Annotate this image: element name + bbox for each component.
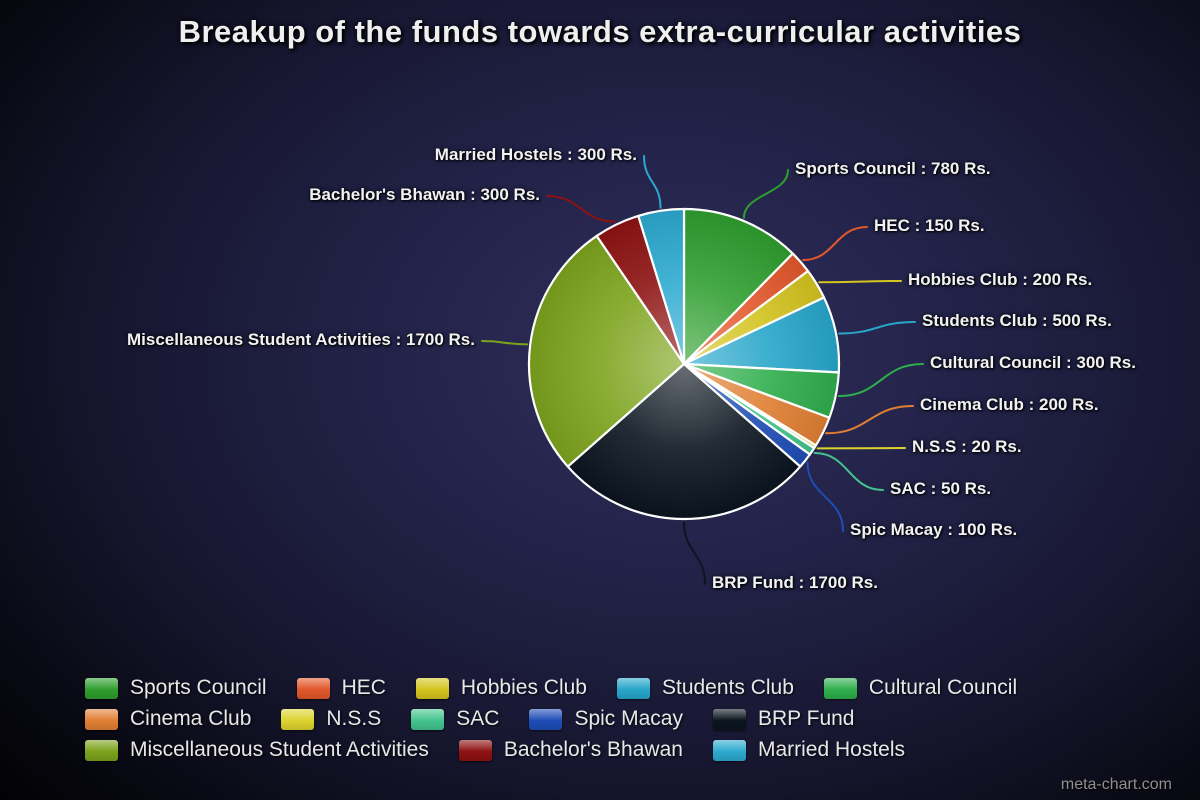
slice-callout: Spic Macay : 100 Rs.: [850, 520, 1018, 539]
slice-callout: HEC : 150 Rs.: [874, 216, 985, 235]
legend-label: Bachelor's Bhawan: [503, 738, 683, 761]
chart-legend: Sports Council HEC Hobbies Club Students Cl…: [85, 676, 1165, 769]
slice-callout: Miscellaneous Student Activities : 1700 …: [127, 330, 475, 349]
pie-slice-sports-council: [682, 207, 794, 366]
legend-label: Married Hostels: [757, 738, 905, 761]
legend-swatch: [712, 739, 746, 761]
slice-callout: N.S.S : 20 Rs.: [912, 437, 1022, 456]
legend-label: Students Club: [661, 676, 794, 699]
legend-swatch: [281, 708, 315, 730]
legend-item: SAC: [411, 707, 499, 731]
legend-swatch: [296, 677, 330, 699]
legend-item: Miscellaneous Student Activities: [85, 738, 429, 762]
pie-slices-group: [527, 207, 841, 521]
chart-title: Breakup of the funds towards extra-curri…: [178, 14, 1022, 49]
legend-item: Cultural Council: [823, 676, 1018, 700]
watermark: meta-chart.com: [1060, 776, 1172, 793]
slice-callout: Bachelor's Bhawan : 300 Rs.: [309, 185, 540, 204]
callout-line: [643, 155, 662, 209]
legend-label: SAC: [456, 707, 500, 730]
callout-lines-group: [481, 155, 924, 585]
legend-swatch: [415, 677, 449, 699]
legend-label: HEC: [341, 676, 386, 699]
legend-label: N.S.S: [326, 707, 382, 730]
legend-swatch: [529, 708, 563, 730]
slice-callout: Cultural Council : 300 Rs.: [930, 353, 1136, 372]
legend-swatch: [712, 708, 746, 730]
slice-callout: Cinema Club : 200 Rs.: [920, 395, 1099, 414]
legend-swatch: [616, 677, 650, 699]
legend-label: Cultural Council: [868, 676, 1018, 699]
legend-swatch: [823, 677, 857, 699]
legend-item: N.S.S: [281, 707, 381, 731]
callout-line: [481, 340, 529, 346]
callout-line: [806, 461, 844, 532]
slice-callout: Married Hostels : 300 Rs.: [434, 145, 637, 164]
legend-swatch: [411, 708, 445, 730]
callout-line: [838, 321, 916, 335]
legend-item: Married Hostels: [712, 738, 905, 762]
callout-line: [802, 226, 868, 261]
legend-item: BRP Fund: [712, 707, 855, 731]
legend-item: HEC: [296, 676, 386, 700]
slice-callout: SAC : 50 Rs.: [890, 479, 992, 498]
legend-swatch: [85, 708, 118, 730]
legend-item: Sports Council: [85, 676, 267, 700]
callout-line: [818, 280, 902, 284]
legend-swatch: [85, 677, 118, 699]
legend-item: Hobbies Club: [415, 676, 587, 700]
legend-label: Miscellaneous Student Activities: [130, 738, 429, 761]
callout-line: [742, 169, 789, 219]
callout-line: [546, 195, 617, 223]
pie-slice-miscellaneous-student-activities: [527, 234, 686, 468]
legend-label: Spic Macay: [574, 707, 683, 730]
legend-row: Miscellaneous Student Activities Bachelor…: [85, 738, 1165, 762]
legend-item: Students Club: [616, 676, 794, 700]
legend-swatch: [85, 739, 118, 761]
legend-swatch: [458, 739, 492, 761]
legend-label: Cinema Club: [130, 707, 252, 730]
legend-row: Sports Council HEC Hobbies Club Students Cl…: [85, 676, 1165, 700]
pie-slice-brp-fund: [566, 362, 802, 521]
legend-label: Hobbies Club: [460, 676, 587, 699]
slice-callout: BRP Fund : 1700 Rs.: [712, 573, 878, 592]
callout-line: [813, 452, 884, 491]
pie-slice-married-hostels: [637, 207, 686, 366]
slice-callout: Hobbies Club : 200 Rs.: [908, 270, 1093, 289]
slice-callout: Sports Council : 780 Rs.: [795, 159, 991, 178]
callout-line: [683, 521, 706, 585]
legend-item: Spic Macay: [529, 707, 683, 731]
legend-item: Bachelor's Bhawan: [458, 738, 683, 762]
callout-line: [837, 363, 924, 398]
callout-line: [825, 405, 914, 435]
legend-item: Cinema Club: [85, 707, 251, 731]
legend-row: Cinema Club N.S.S SAC Spic Macay BRP Fund: [85, 707, 1165, 731]
slice-callout: Students Club : 500 Rs.: [922, 311, 1112, 330]
legend-label: Sports Council: [130, 676, 267, 699]
legend-label: BRP Fund: [757, 707, 855, 730]
